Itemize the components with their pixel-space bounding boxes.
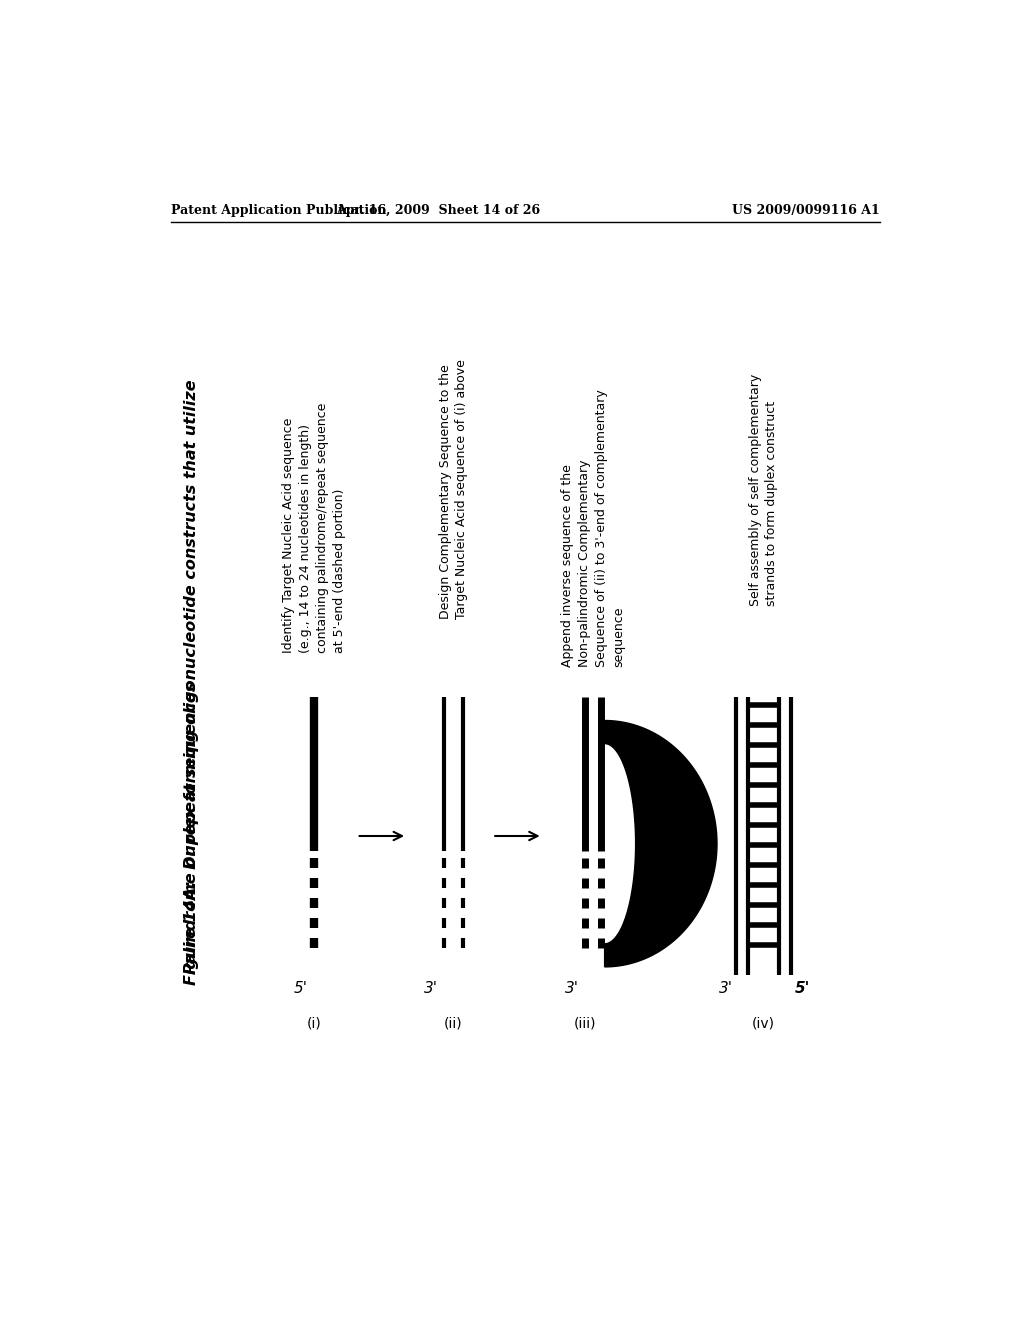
Text: 3': 3' xyxy=(719,981,732,995)
Text: 3': 3' xyxy=(565,981,579,995)
Text: Design Complementary Sequence to the
Target Nucleic Acid sequence of (i) above: Design Complementary Sequence to the Tar… xyxy=(438,359,469,619)
Text: 5': 5' xyxy=(795,981,810,995)
Text: (iii): (iii) xyxy=(574,1016,597,1031)
Text: Palindrome or repeat sequences: Palindrome or repeat sequences xyxy=(184,682,199,974)
Polygon shape xyxy=(604,721,717,966)
Text: Patent Application Publication: Patent Application Publication xyxy=(171,205,386,218)
Text: Apr. 16, 2009  Sheet 14 of 26: Apr. 16, 2009 Sheet 14 of 26 xyxy=(336,205,540,218)
Text: Append inverse sequence of the
Non-palindromic Complementary
Sequence of (ii) to: Append inverse sequence of the Non-palin… xyxy=(561,389,625,667)
Text: (iv): (iv) xyxy=(752,1016,775,1031)
Text: (i): (i) xyxy=(306,1016,322,1031)
Text: Self assembly of self complementary
strands to form duplex construct: Self assembly of self complementary stra… xyxy=(749,374,778,606)
Text: 5': 5' xyxy=(294,981,308,995)
Text: Identify Target Nucleic Acid sequence
(e.g., 14 to 24 nucleotides in length)
con: Identify Target Nucleic Acid sequence (e… xyxy=(282,403,346,653)
Text: 3': 3' xyxy=(424,981,438,995)
Text: (ii): (ii) xyxy=(444,1016,463,1031)
Text: Figure 14A:  Duplex forming oligonucleotide constructs that utilize: Figure 14A: Duplex forming oligonucleoti… xyxy=(184,379,199,985)
Text: US 2009/0099116 A1: US 2009/0099116 A1 xyxy=(732,205,880,218)
